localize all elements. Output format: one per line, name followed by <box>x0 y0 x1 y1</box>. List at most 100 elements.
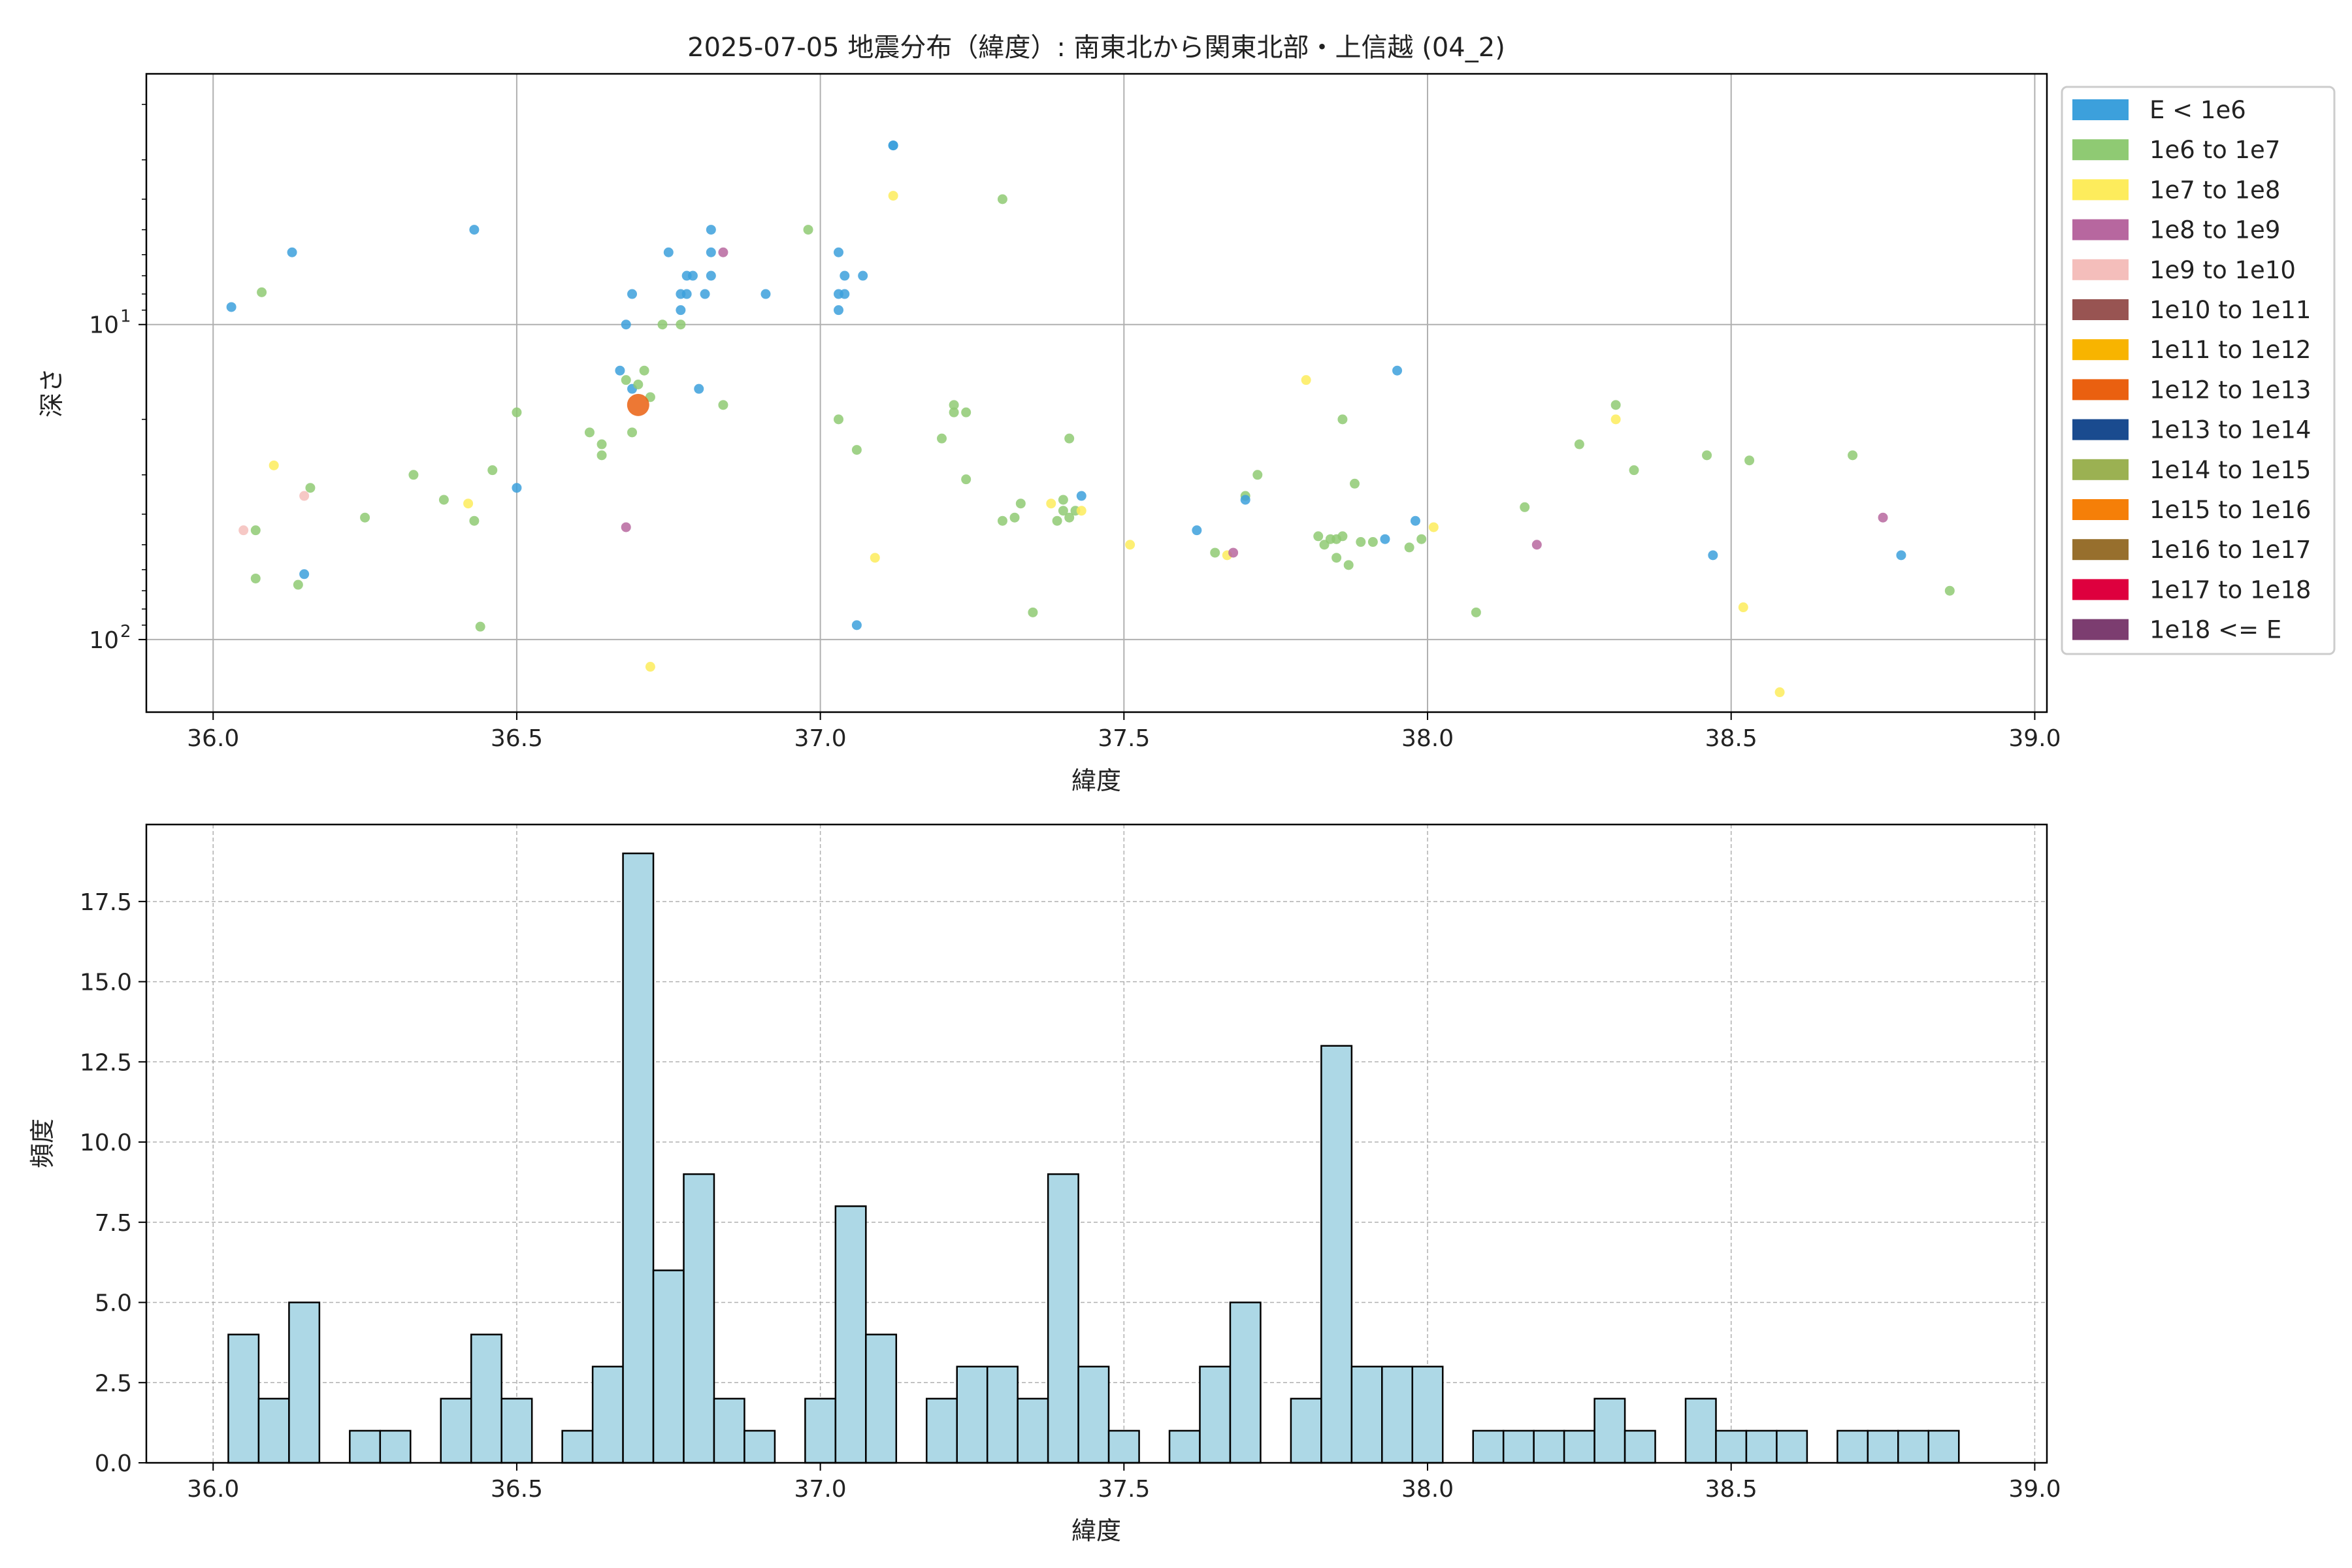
legend-label: 1e15 to 1e16 <box>2149 496 2311 524</box>
legend-item: 1e13 to 1e14 <box>2072 416 2311 444</box>
legend-label: 1e7 to 1e8 <box>2149 176 2280 204</box>
scatter-point <box>1192 525 1202 536</box>
histogram-bar <box>713 1397 745 1464</box>
histogram-bar <box>1168 1429 1201 1464</box>
scatter-point <box>1738 602 1748 613</box>
legend-swatch <box>2072 459 2129 480</box>
histogram-bar <box>379 1429 412 1464</box>
scatter-point <box>250 573 261 583</box>
scatter-point <box>1046 498 1056 509</box>
histogram-bar <box>926 1397 958 1464</box>
legend-swatch <box>2072 99 2129 120</box>
histogram-x-tick-label: 37.0 <box>794 1476 847 1503</box>
scatter-point <box>469 225 480 235</box>
legend-label: 1e11 to 1e12 <box>2149 336 2311 364</box>
scatter-plot-frame <box>145 73 2048 713</box>
histogram-bar <box>652 1269 685 1464</box>
scatter-point <box>1380 534 1390 544</box>
scatter-point <box>639 365 649 376</box>
scatter-point <box>1404 542 1414 553</box>
legend-item: 1e17 to 1e18 <box>2072 576 2311 604</box>
scatter-point <box>627 289 638 299</box>
histogram-x-tick-label: 38.5 <box>1705 1476 1757 1503</box>
legend-item: 1e16 to 1e17 <box>2072 536 2311 564</box>
scatter-point <box>1610 414 1621 425</box>
histogram-y-tick-label: 17.5 <box>80 889 132 916</box>
legend-swatch <box>2072 379 2129 400</box>
scatter-point <box>694 384 704 394</box>
legend-item: 1e8 to 1e9 <box>2072 216 2280 244</box>
legend-label: 1e10 to 1e11 <box>2149 296 2311 324</box>
scatter-point <box>1744 455 1755 466</box>
scatter-point <box>584 427 595 438</box>
scatter-point <box>408 470 419 480</box>
legend-label: 1e9 to 1e10 <box>2149 256 2296 284</box>
scatter-point <box>1428 522 1439 532</box>
histogram-y-label: 頻度 <box>28 1119 57 1168</box>
scatter-point <box>512 483 522 493</box>
scatter-chart: 2025-07-05 地震分布（緯度）: 南東北から関東北部・上信越 (04_2… <box>37 33 2061 795</box>
legend-item: 1e7 to 1e8 <box>2072 176 2280 204</box>
histogram-bar <box>683 1173 715 1464</box>
scatter-point <box>469 515 480 526</box>
scatter-point <box>1702 450 1712 461</box>
histogram-bar <box>865 1333 898 1464</box>
scatter-point <box>1392 365 1403 376</box>
scatter-point <box>645 662 655 672</box>
histogram-plot-frame <box>145 823 2048 1464</box>
scatter-point <box>1531 540 1542 550</box>
scatter-point <box>1574 439 1584 449</box>
scatter-point <box>621 375 631 385</box>
scatter-point <box>760 289 771 299</box>
scatter-x-tick-label: 36.5 <box>491 725 543 752</box>
histogram-bar <box>1715 1429 1748 1464</box>
histogram-bar <box>440 1397 472 1464</box>
histogram-x-tick-label: 38.0 <box>1401 1476 1454 1503</box>
histogram-bar <box>1077 1365 1110 1464</box>
scatter-point <box>1331 553 1342 563</box>
histogram-bar <box>1229 1301 1262 1464</box>
legend-swatch <box>2072 579 2129 600</box>
scatter-point <box>949 400 959 410</box>
histogram-bar <box>1593 1397 1626 1464</box>
legend-item: 1e14 to 1e15 <box>2072 456 2311 484</box>
scatter-x-tick-label: 38.5 <box>1705 725 1757 752</box>
scatter-point <box>627 427 638 438</box>
legend-items: E < 1e6 1e6 to 1e7 1e7 to 1e8 1e8 to 1e9 1e9… <box>2072 96 2311 644</box>
scatter-point <box>1708 550 1718 561</box>
histogram-bar <box>1047 1173 1079 1464</box>
scatter-point <box>1058 506 1068 516</box>
scatter-point <box>621 522 631 532</box>
legend-label: 1e16 to 1e17 <box>2149 536 2311 564</box>
scatter-point <box>1349 478 1360 489</box>
scatter-point <box>706 225 716 235</box>
scatter-y-tick-exponent: 2 <box>120 622 131 642</box>
legend-label: 1e6 to 1e7 <box>2149 136 2280 164</box>
histogram-y-tick-label: 12.5 <box>80 1049 132 1076</box>
histogram-x-tick-label: 36.5 <box>491 1476 543 1503</box>
scatter-point <box>293 580 303 590</box>
scatter-x-ticks: 36.0 36.5 37.0 37.5 38.0 38.5 39.0 <box>187 712 2061 752</box>
legend-item: 1e10 to 1e11 <box>2072 296 2311 324</box>
histogram-bar <box>1897 1429 1930 1464</box>
scatter-point <box>1878 512 1888 523</box>
histogram-bar <box>1107 1429 1140 1464</box>
scatter-point <box>1944 585 1955 596</box>
scatter-point <box>287 247 297 257</box>
scatter-point <box>226 302 237 312</box>
histogram-bar <box>986 1365 1019 1464</box>
histogram-bar <box>1290 1397 1322 1464</box>
histogram-bar <box>470 1333 502 1464</box>
scatter-point <box>1356 537 1366 547</box>
scatter-point <box>834 414 844 425</box>
histogram-bar <box>1533 1429 1565 1464</box>
legend-item: 1e18 <= E <box>2072 616 2281 644</box>
legend-label: 1e18 <= E <box>2149 616 2281 644</box>
scatter-x-tick-label: 38.0 <box>1401 725 1454 752</box>
scatter-point <box>840 270 850 281</box>
scatter-point <box>1337 531 1348 542</box>
scatter-point <box>1064 433 1075 444</box>
scatter-point <box>706 270 716 281</box>
scatter-point <box>858 270 868 281</box>
